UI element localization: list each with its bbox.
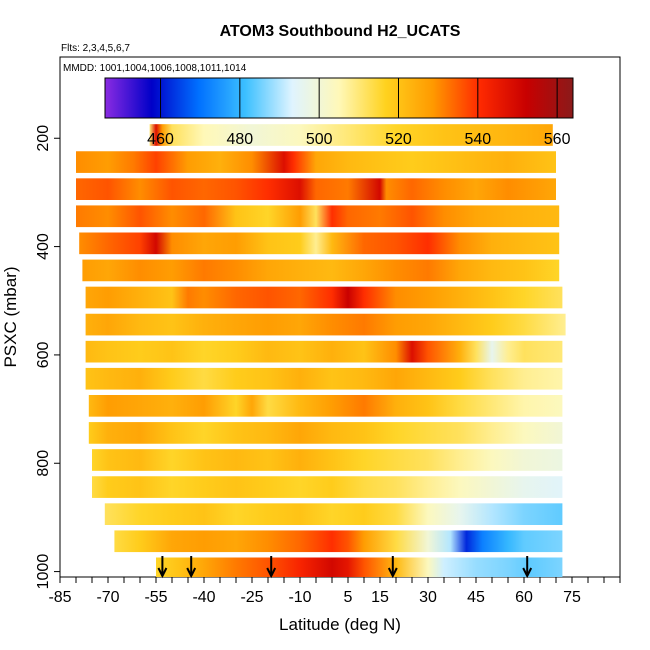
heatmap-band-250 [76,151,556,173]
x-tick-label: -10 [288,589,311,606]
heatmap-bands [76,124,566,577]
x-tick-label: -55 [144,589,167,606]
arrow-marker [266,556,277,579]
heatmap-band-450 [82,259,560,282]
heatmap-band-700 [88,395,563,417]
heatmap-band-550 [85,313,566,336]
colorbar-tick-label-560: 560 [544,131,571,148]
heatmap-band-900 [104,503,563,525]
heatmap-band-800 [92,449,563,471]
heatmap-band-850 [92,476,563,498]
x-axis-title: Latitude (deg N) [279,615,401,634]
colorbar-tick-label-520: 520 [385,131,412,148]
x-tick-label: 75 [563,589,581,606]
arrow-marker [157,556,168,579]
y-axis: 200 400 600 800 1000 [35,125,60,590]
x-tick-label: 30 [419,589,437,606]
x-tick-label: 15 [371,589,389,606]
y-tick-label: 800 [35,450,52,477]
heatmap-band-500 [85,286,563,309]
dates-note: MMDD: 1001,1004,1006,1008,1011,1014 [63,63,247,74]
x-tick-label: -85 [48,589,71,606]
heatmap-band-350 [76,205,560,228]
heatmap-band-400 [79,232,560,255]
x-tick-label: -25 [240,589,263,606]
heatmap-band-650 [85,367,563,390]
colorbar-tick-label-480: 480 [226,131,253,148]
colorbar-tick-label-460: 460 [147,131,174,148]
colorbar-ticks: 460 480 500 520 540 560 [147,78,571,148]
x-tick-label: -70 [96,589,119,606]
x-tick-label: 45 [467,589,485,606]
x-tick-label: 5 [344,589,353,606]
arrow-markers [157,556,533,579]
y-tick-label: 200 [35,125,52,152]
x-axis: -85 -70 -55 -40 -25 -10 5 15 30 45 60 75 [48,577,621,606]
flights-note: Flts: 2,3,4,5,6,7 [61,43,130,54]
arrow-marker [186,556,197,579]
x-tick-label: 60 [515,589,533,606]
colorbar: 460 480 500 520 540 560 [104,77,574,148]
heatmap-band-200 [149,124,553,146]
heatmap-band-600 [85,340,563,363]
arrow-marker [522,556,533,579]
arrow-marker [387,556,398,579]
heatmap-band-950 [114,530,563,553]
chart-title: ATOM3 Southbound H2_UCATS [220,23,461,40]
heatmap-band-750 [88,422,563,444]
colorbar-tick-label-540: 540 [464,131,491,148]
heatmap-band-300 [76,178,556,200]
colorbar-tick-label-500: 500 [306,131,333,148]
y-tick-label: 600 [35,341,52,368]
y-tick-label: 400 [35,233,52,260]
y-tick-label: 1000 [35,554,52,590]
heatmap-band-1000 [156,557,563,577]
y-axis-title: PSXC (mbar) [1,266,20,367]
colorbar-scale [104,77,574,119]
x-tick-label: -40 [192,589,215,606]
